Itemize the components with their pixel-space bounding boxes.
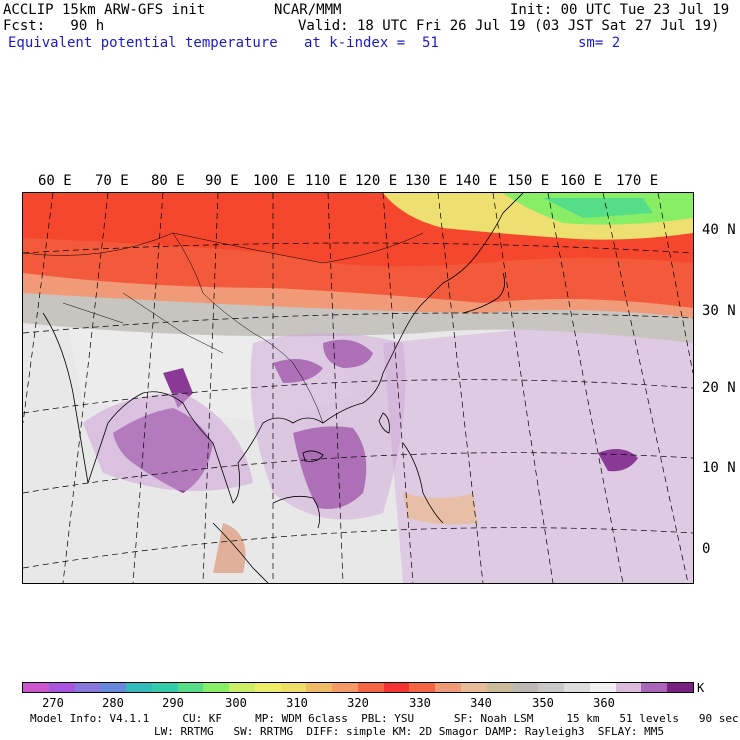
latitude-label: 40 N xyxy=(702,222,736,238)
bengal-lavender xyxy=(83,393,253,491)
colorbar-swatch xyxy=(74,683,101,692)
longitude-label: 90 E xyxy=(205,173,239,189)
colorbar-swatch xyxy=(538,683,565,692)
colorbar-tick-label: 310 xyxy=(286,696,308,710)
colorbar-tick-label: 320 xyxy=(347,696,369,710)
equivalent-potential-temperature-map xyxy=(22,192,694,584)
country-borders xyxy=(23,232,424,424)
colorbar-swatch xyxy=(486,683,513,692)
colorbar-swatch xyxy=(203,683,230,692)
longitude-label: 70 E xyxy=(95,173,129,189)
scs-lavender xyxy=(250,333,406,520)
colorbar-tick-label: 290 xyxy=(162,696,184,710)
longitude-label: 140 E xyxy=(455,173,498,189)
colorbar-swatch xyxy=(254,683,281,692)
longitude-label: 100 E xyxy=(253,173,296,189)
colorbar-swatch xyxy=(435,683,462,692)
longitude-label: 170 E xyxy=(616,173,659,189)
colorbar-swatch xyxy=(23,683,49,692)
longitude-label: 150 E xyxy=(507,173,550,189)
longitude-label: 130 E xyxy=(405,173,448,189)
latitude-label: 10 N xyxy=(702,460,736,476)
colorbar-tick-label: 350 xyxy=(532,696,554,710)
longitude-label: 110 E xyxy=(305,173,348,189)
coastlines xyxy=(42,193,524,583)
pacific-purple-patch xyxy=(598,449,638,472)
init-time: Init: 00 UTC Tue 23 Jul 19 xyxy=(510,2,730,18)
colorbar-tick-label: 270 xyxy=(42,696,64,710)
colorbar-swatch xyxy=(512,683,539,692)
colorbar-tick-label: 300 xyxy=(225,696,247,710)
colorbar-swatch xyxy=(177,683,204,692)
longitude-label: 120 E xyxy=(355,173,398,189)
colorbar-swatch xyxy=(229,683,255,692)
colorbar-swatch xyxy=(383,683,410,692)
colorbar-tick-label: 330 xyxy=(409,696,431,710)
graticule xyxy=(23,193,693,583)
colorbar-swatch xyxy=(357,683,384,692)
colorbar-swatch xyxy=(306,683,333,692)
field-name: Equivalent potential temperature xyxy=(8,35,278,51)
philippine-sea-tan xyxy=(403,493,478,525)
colorbar-swatch xyxy=(332,683,358,692)
colorbar xyxy=(22,682,694,693)
model-title: ACCLIP 15km ARW-GFS init xyxy=(3,2,206,18)
smoothing-label: sm= 2 xyxy=(578,35,621,51)
sumatra-tan xyxy=(213,523,246,573)
forecast-hour: Fcst: 90 h xyxy=(3,18,105,34)
colorbar-swatch xyxy=(641,683,668,692)
green-core xyxy=(543,198,653,218)
colorbar-swatch xyxy=(280,683,307,692)
longitude-label: 80 E xyxy=(151,173,185,189)
colorbar-tick-label: 280 xyxy=(102,696,124,710)
colorbar-swatch xyxy=(461,683,487,692)
colorbar-swatch xyxy=(126,683,152,692)
colorbar-swatch xyxy=(100,683,127,692)
colorbar-tick-label: 360 xyxy=(593,696,615,710)
valid-time: Valid: 18 UTC Fri 26 Jul 19 (03 JST Sat … xyxy=(298,18,720,34)
colorbar-swatch xyxy=(48,683,75,692)
level-label: at k-index = 51 xyxy=(304,35,439,51)
colorbar-swatch xyxy=(667,683,693,692)
latitude-label: 0 xyxy=(702,541,711,557)
longitude-label: 60 E xyxy=(38,173,72,189)
colorbar-swatch xyxy=(151,683,178,692)
colorbar-swatch xyxy=(615,683,642,692)
colorbar-tick-label: 340 xyxy=(470,696,492,710)
colorbar-swatch xyxy=(589,683,616,692)
salmon-edge xyxy=(23,273,693,318)
latitude-label: 20 N xyxy=(702,380,736,396)
colorbar-swatch xyxy=(564,683,590,692)
organization-label: NCAR/MMM xyxy=(274,2,342,18)
physics-info-line: LW: RRTMG SW: RRTMG DIFF: simple KM: 2D … xyxy=(154,725,664,738)
longitude-label: 160 E xyxy=(560,173,603,189)
latitude-label: 30 N xyxy=(702,303,736,319)
model-info-line: Model Info: V4.1.1 CU: KF MP: WDM 6class… xyxy=(30,712,739,725)
colorbar-swatch xyxy=(409,683,436,692)
pacific-lavender-region xyxy=(383,313,693,583)
colorbar-unit: K xyxy=(697,681,705,695)
